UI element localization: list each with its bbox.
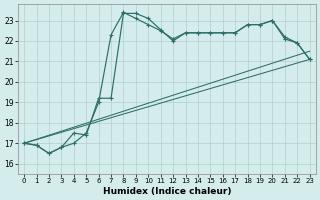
X-axis label: Humidex (Indice chaleur): Humidex (Indice chaleur) (103, 187, 231, 196)
